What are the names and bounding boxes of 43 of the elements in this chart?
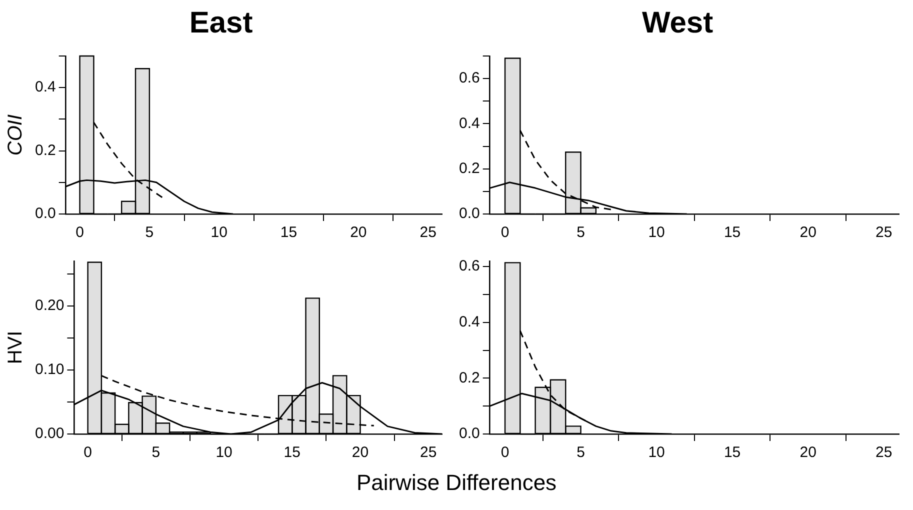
chart-title: East — [189, 6, 253, 40]
x-axis-title: Pairwise Differences — [355, 470, 558, 496]
x-tick-label: 10 — [210, 224, 228, 242]
chart-title: West — [642, 6, 714, 40]
x-tick-label: 5 — [576, 224, 585, 242]
y-axis-title: COII — [4, 114, 27, 156]
y-tick-label: 0.4 — [34, 78, 56, 96]
x-tick-label: 15 — [724, 444, 741, 462]
y-tick-label: 0.10 — [34, 361, 64, 378]
x-tick-label: 20 — [350, 224, 367, 242]
x-tick-label: 15 — [724, 224, 741, 242]
x-tick-label: 5 — [152, 444, 160, 462]
y-tick-label: 0.0 — [458, 205, 480, 222]
x-tick-label: 10 — [648, 224, 665, 242]
x-tick-label: 0 — [500, 224, 510, 242]
y-tick-label: 0.2 — [458, 160, 480, 177]
x-tick-label: 0 — [76, 224, 84, 242]
x-tick-label: 10 — [216, 444, 232, 462]
x-tick-label: 20 — [800, 444, 816, 462]
x-tick-label: 25 — [876, 224, 892, 242]
x-tick-label: 25 — [876, 444, 892, 462]
x-tick-label: 20 — [352, 444, 369, 462]
y-axis-title: HVI — [4, 330, 27, 364]
x-tick-label: 15 — [284, 444, 300, 462]
y-tick-label: 0.20 — [34, 296, 64, 314]
x-tick-label: 5 — [145, 224, 154, 242]
x-tick-label: 20 — [800, 224, 816, 242]
y-tick-label: 0.4 — [458, 114, 480, 132]
y-tick-label: 0.6 — [458, 258, 480, 275]
y-tick-label: 0.2 — [458, 369, 480, 386]
x-tick-label: 10 — [648, 444, 665, 462]
y-tick-label: 0.00 — [34, 425, 64, 442]
x-tick-label: 0 — [500, 444, 510, 462]
y-tick-label: 0.0 — [458, 425, 480, 442]
x-tick-label: 0 — [84, 444, 92, 462]
y-tick-label: 0.6 — [458, 70, 480, 87]
x-tick-label: 25 — [420, 224, 436, 242]
y-tick-label: 0.4 — [458, 314, 480, 331]
y-tick-label: 0.0 — [34, 205, 56, 222]
x-tick-label: 15 — [280, 224, 298, 242]
x-tick-label: 5 — [576, 444, 585, 462]
x-tick-label: 25 — [420, 444, 437, 462]
y-tick-label: 0.2 — [34, 142, 56, 159]
